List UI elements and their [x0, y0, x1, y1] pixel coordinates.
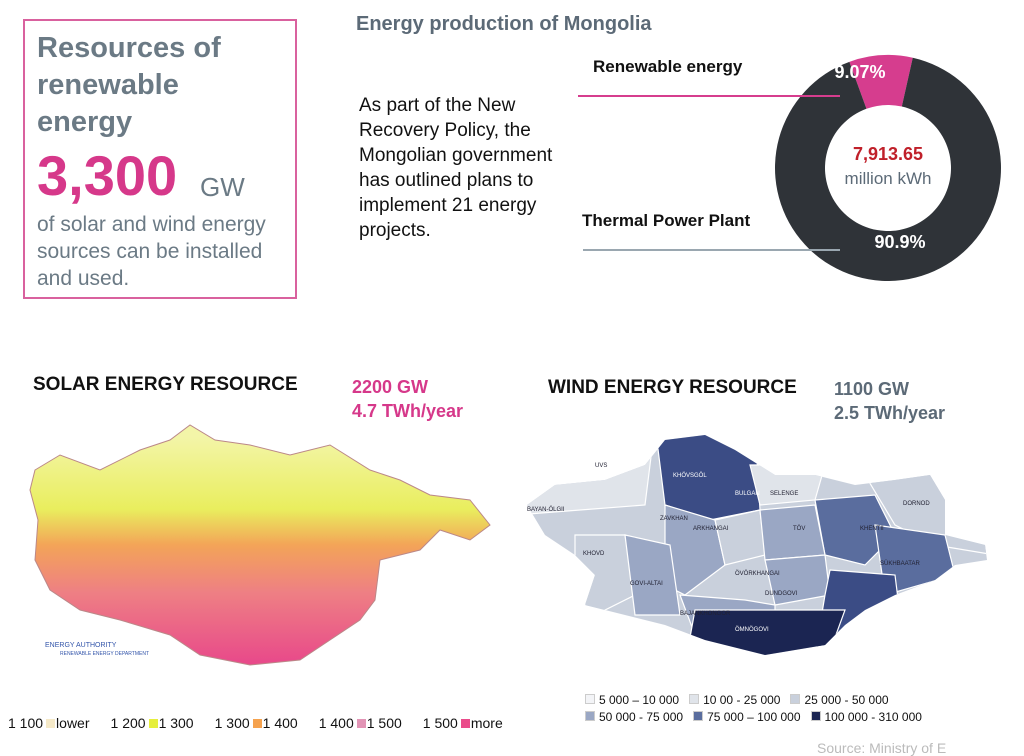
- region-label: ARKHANGAI: [693, 526, 729, 532]
- donut-segment: [849, 55, 913, 109]
- resources-title: Resources of renewable energy: [37, 32, 221, 138]
- region-label: SELENGE: [770, 491, 798, 497]
- region-label: KHENTII: [860, 526, 884, 532]
- legend-swatch: [460, 719, 470, 728]
- region-label: BAJANKHONGOR: [680, 611, 731, 617]
- value-label: 9.07%: [834, 62, 885, 82]
- legend-item: 75 000 – 100 000: [693, 709, 801, 726]
- policy-text: As part of the New Recovery Policy, the …: [359, 95, 553, 241]
- solar-legend: 1 100 lower 1 200 1 300 1 300 1 400 1 400 1 500…: [8, 715, 524, 731]
- legend-swatch: [810, 711, 821, 721]
- region-label: DORNOGOVI: [865, 616, 903, 622]
- legend-to: 1 500: [366, 715, 402, 731]
- legend-item: 50 000 - 75 000: [585, 709, 683, 726]
- legend-label: 25 000 - 50 000: [804, 693, 889, 707]
- solar-capacity: 2200 GW: [352, 377, 429, 397]
- legend-to: 1 300: [158, 715, 194, 731]
- value-label: 90.9%: [874, 232, 925, 252]
- legend-swatch: [585, 711, 595, 721]
- legend-label: 10 00 - 25 000: [703, 693, 781, 707]
- region-label: DORNOD: [903, 501, 930, 507]
- center-unit: million kWh: [845, 169, 932, 188]
- legend-swatch: [790, 694, 801, 704]
- legend-item: 10 00 - 25 000: [689, 692, 780, 709]
- resources-amount: 3,300: [37, 144, 178, 207]
- legend-label: 5 000 – 10 000: [599, 693, 680, 707]
- legend-item: 1 200 1 300: [111, 715, 194, 731]
- resources-box: [23, 19, 297, 299]
- source: Source: Ministry of E: [817, 740, 947, 756]
- legend-swatch: [689, 694, 700, 704]
- legend-swatch: [693, 711, 704, 721]
- legend-to: more: [470, 715, 503, 731]
- legend-from: 1 300: [214, 715, 250, 731]
- resources-text: of solar and wind energy sources can be …: [37, 213, 266, 290]
- category-label: Thermal Power Plant: [582, 211, 750, 230]
- legend-swatch: [585, 694, 595, 704]
- region-label: BULGAN: [735, 491, 760, 497]
- solar-authority: ENERGY AUTHORITY: [45, 642, 117, 649]
- region-label: KHÖVSGÖL: [673, 472, 707, 479]
- legend-item: 100 000 - 310 000: [810, 709, 922, 726]
- wind-production: 2.5 TWh/year: [834, 403, 946, 423]
- legend-swatch: [252, 719, 262, 728]
- region-label: KHOVD: [583, 551, 605, 557]
- legend-label: 75 000 – 100 000: [707, 710, 801, 724]
- region-label: ÖVÖRKHANGAI: [735, 570, 780, 577]
- solar-map: ENERGY AUTHORITY RENEWABLE ENERGY DEPART…: [29, 424, 491, 666]
- legend-swatch: [356, 719, 366, 728]
- region-label: SÜKHBAATAR: [880, 560, 920, 567]
- legend-from: 1 500: [422, 715, 458, 731]
- wind-capacity: 1100 GW: [834, 379, 910, 399]
- header-title: Energy production of Mongolia: [356, 13, 652, 35]
- legend-to: 1 400: [262, 715, 298, 731]
- legend-swatch: [46, 719, 56, 728]
- region-label: ZAVKHAN: [660, 516, 688, 522]
- legend-swatch: [148, 719, 158, 728]
- legend-item: 5 000 – 10 000: [585, 692, 679, 709]
- wind-map: UVS BAYAN-ÖLGII KHÖVSGÖL BULGAN SELENGE DORNO…: [527, 435, 987, 655]
- region-label: GOVI-ALTAI: [630, 581, 663, 587]
- legend-from: 1 400: [318, 715, 354, 731]
- solar-production: 4.7 TWh/year: [352, 401, 464, 421]
- center-value: 7,913.65: [853, 144, 923, 164]
- legend-item: 1 300 1 400: [215, 715, 298, 731]
- legend-item: 1 100 lower: [8, 715, 90, 731]
- region-label: ÖMNÖGOVI: [735, 626, 769, 633]
- wind-title: WIND ENERGY RESOURCE: [548, 377, 797, 398]
- region-label: UVS: [595, 463, 607, 469]
- category-label: Renewable energy: [593, 57, 743, 76]
- legend-to: lower: [56, 715, 90, 731]
- solar-title: SOLAR ENERGY RESOURCE: [33, 374, 298, 395]
- wind-legend: 5 000 – 10 000 10 00 - 25 000 25 000 - 50 …: [585, 692, 965, 726]
- legend-label: 100 000 - 310 000: [824, 710, 922, 724]
- legend-label: 50 000 - 75 000: [599, 710, 684, 724]
- region-label: TÖV: [793, 525, 805, 532]
- legend-from: 1 200: [110, 715, 146, 731]
- resources-unit: GW: [200, 172, 245, 202]
- legend-from: 1 100: [8, 715, 44, 731]
- legend-item: 25 000 - 50 000: [790, 692, 889, 709]
- donut-chart: Renewable energy 9.07% Thermal Power Plant…: [578, 55, 1001, 281]
- legend-item: 1 500 more: [423, 715, 503, 731]
- legend-item: 1 400 1 500: [319, 715, 402, 731]
- donut-segment: [775, 57, 1001, 281]
- region-label: BAYAN-ÖLGII: [527, 506, 565, 513]
- region-label: DUNDGOVI: [765, 591, 798, 597]
- solar-department: RENEWABLE ENERGY DEPARTMENT: [60, 651, 149, 657]
